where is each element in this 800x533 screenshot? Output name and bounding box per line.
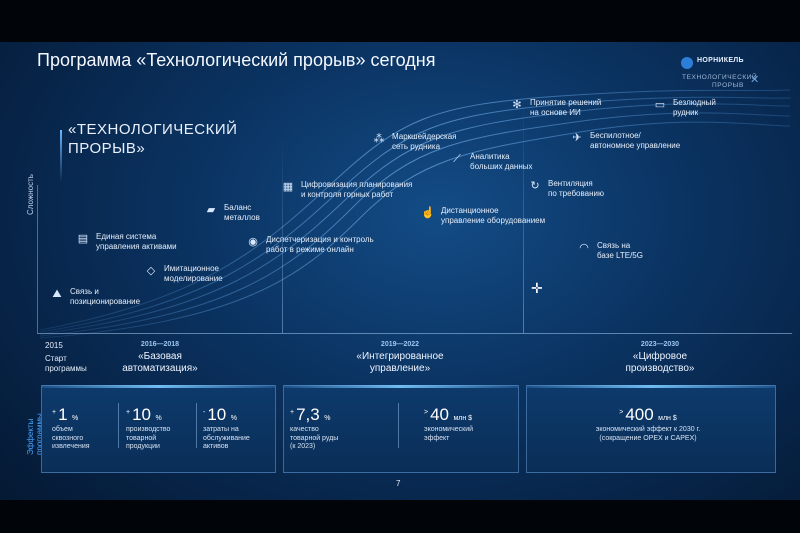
- y-axis-label: Сложность: [26, 174, 35, 215]
- initiative-item: ▤ Единая система управления активами: [77, 232, 177, 251]
- y-axis-line: [37, 185, 38, 333]
- initiative-item: ◇ Имитационное моделирование: [144, 264, 223, 284]
- top-letterbox: [0, 0, 800, 42]
- phase-block: 2023—2030 «Цифровое производство»: [590, 341, 730, 375]
- initiative-item: ☝ Дистанционное управление оборудованием: [421, 206, 546, 225]
- effects-panel: [526, 385, 776, 473]
- initiative-item: ▭ Безлюдный рудник: [654, 98, 716, 117]
- metric-divider: [118, 403, 119, 448]
- analytics-icon: ⟋: [453, 153, 461, 165]
- phase-block: 2019—2022 «Интегрированное управление»: [330, 341, 470, 375]
- planning-icon: ▦: [282, 181, 294, 193]
- crosshair-cursor-icon: ✛: [531, 280, 543, 296]
- program-accent-bar: [60, 130, 62, 182]
- effects-panel: [41, 385, 276, 473]
- ai-brain-icon: ✻: [512, 99, 522, 111]
- effect-metric: +1 % объем сквозного извлечения: [52, 405, 90, 450]
- start-label: Старт программы: [45, 354, 87, 373]
- ventilation-icon: ↻: [530, 180, 540, 192]
- network-icon: ⁂: [373, 133, 385, 145]
- effect-metric: +10 % производство товарной продукции: [126, 405, 171, 450]
- logo-subtitle-line2: ПРОРЫВ: [712, 82, 744, 89]
- drone-icon: ✈: [572, 132, 582, 144]
- logo-name: НОРНИКЕЛЬ: [697, 57, 744, 64]
- logo-cross-icon: ✕: [750, 74, 760, 86]
- effect-metric: >400 млн $ экономический эффект к 2030 г…: [595, 405, 701, 442]
- initiative-item: ⛰ Связь и позиционирование: [50, 287, 140, 307]
- bottom-letterbox: [0, 500, 800, 533]
- asset-management-icon: ▤: [77, 233, 89, 245]
- phase-divider: [523, 100, 524, 333]
- phase-title: «Интегрированное управление»: [356, 351, 444, 374]
- slide-title: Программа «Технологический прорыв» сегод…: [37, 50, 436, 70]
- initiative-item: ✻ Принятие решений на основе ИИ: [510, 98, 601, 118]
- metal-bars-icon: ▰: [206, 204, 216, 216]
- phase-title: «Базовая автоматизация»: [122, 351, 198, 374]
- program-label: «ТЕХНОЛОГИЧЕСКИЙ ПРОРЫВ»: [68, 120, 237, 158]
- metric-divider: [196, 403, 197, 448]
- timeline-axis: [37, 333, 792, 334]
- initiative-item: ✈ Беспилотное/автономное управление: [570, 131, 680, 151]
- effect-metric: >40 млн $ экономический эффект: [424, 405, 474, 442]
- effects-panel: [283, 385, 519, 473]
- remote-control-icon: ☝: [421, 207, 435, 219]
- initiative-item: ⟋ Аналитика больших данных: [450, 152, 532, 172]
- initiative-item: ⁂ Маркшейдерская сеть рудника: [373, 132, 457, 151]
- initiative-item: ▦ Цифровизация планирования и контроля го…: [282, 180, 413, 199]
- phase-years: 2016—2018: [140, 341, 180, 348]
- wifi-icon: ◠: [579, 242, 589, 254]
- positioning-icon: ⛰: [52, 288, 62, 300]
- start-year: 2015: [45, 341, 63, 350]
- initiative-item: ◉ Диспетчеризация и контроль работ в режи…: [246, 235, 374, 255]
- program-label-line2: ПРОРЫВ»: [68, 140, 146, 157]
- phase-years: 2019—2022: [380, 341, 420, 348]
- effect-metric: +7,3 % качество товарной руды (к 2023): [290, 405, 339, 450]
- logo-mark-icon: [681, 57, 693, 69]
- initiative-item: ◠ Связь на базе LTE/5G: [577, 241, 643, 261]
- phase-divider: [282, 140, 283, 333]
- initiative-item: ▰ Баланс металлов: [204, 203, 260, 223]
- logo-subtitle-line1: ТЕХНОЛОГИЧЕСКИЙ: [682, 74, 758, 81]
- page-number: 7: [396, 479, 401, 488]
- eye-icon: ◉: [248, 236, 258, 248]
- company-logo: НОРНИКЕЛЬ ТЕХНОЛОГИЧЕСКИЙ ПРОРЫВ ✕: [680, 54, 766, 94]
- initiative-item: ↻ Вентиляция по требованию: [528, 179, 604, 199]
- phase-title: «Цифровое производство»: [625, 351, 695, 374]
- effect-metric: -10 % затраты на обслуживание активов: [203, 405, 250, 450]
- metric-divider: [398, 403, 399, 448]
- cube-icon: ◇: [146, 265, 156, 277]
- monitor-icon: ▭: [654, 99, 666, 111]
- phase-years: 2023—2030: [640, 341, 680, 348]
- phase-block: 2016—2018 «Базовая автоматизация»: [90, 341, 230, 375]
- program-label-line1: «ТЕХНОЛОГИЧЕСКИЙ: [68, 121, 238, 138]
